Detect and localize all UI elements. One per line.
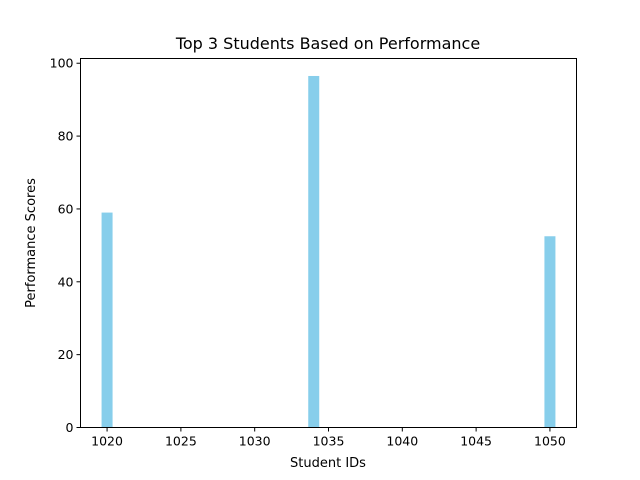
y-tick-label: 100 [50,56,74,71]
y-tick-label: 20 [58,347,74,362]
y-tick-label: 40 [58,274,74,289]
x-tick-label: 1050 [534,434,566,449]
bar-1020 [101,212,113,428]
x-tick-label: 1020 [91,434,123,449]
y-axis: 0 20 40 60 80 100 [50,56,81,435]
x-tick-label: 1030 [239,434,271,449]
plot-frame [80,58,577,428]
y-axis-label: Performance Scores [24,178,39,308]
x-tick-label: 1040 [386,434,418,449]
bar-1034 [308,75,320,428]
bars-group [101,75,556,428]
x-axis: 1020 1025 1030 1035 1040 1045 1050 [91,427,566,449]
chart-title: Top 3 Students Based on Performance [175,34,480,53]
bar-1050 [544,236,556,428]
y-tick-label: 0 [66,420,74,435]
x-tick-label: 1025 [165,434,197,449]
y-tick-label: 80 [58,129,74,144]
x-axis-label: Student IDs [290,456,366,471]
x-tick-label: 1035 [313,434,345,449]
y-tick-label: 60 [58,201,74,216]
x-tick-label: 1045 [460,434,492,449]
